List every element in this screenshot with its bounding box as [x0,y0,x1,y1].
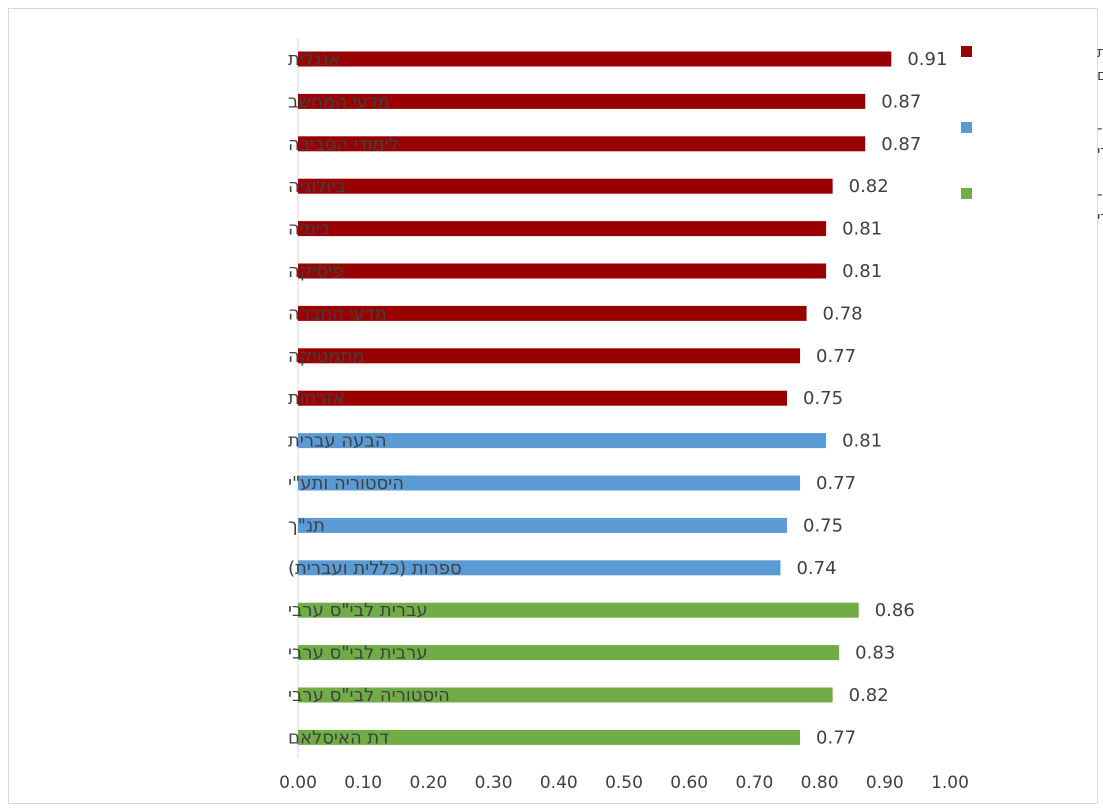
data-label: 0.87 [881,134,921,155]
bar [298,348,801,364]
data-label: 0.81 [842,431,882,452]
category-label: אנגלית [288,49,341,70]
bar [298,305,807,321]
legend-item: מקצועות משותפים [961,43,1103,84]
category-label: מדעי המחשב [288,91,390,112]
category-label: הבעה עברית [288,431,387,452]
x-tick-label: 0.00 [279,773,317,793]
x-tick-label: 0.20 [409,773,447,793]
x-tick-label: 0.60 [670,773,708,793]
category-label: ספרות (כללית ועברית) [288,558,462,579]
legend-swatch [961,122,972,133]
category-labels: אנגלית מדעי המחשב לימודי הסביבה ביולוגיה כימ… [288,49,462,748]
category-label: מדעי החברה [288,303,387,324]
category-label: כימיה [288,219,330,240]
x-tick-label: 0.40 [540,773,578,793]
legend-swatch [961,46,972,57]
x-tick-label: 0.50 [605,773,643,793]
legend-label: שפה לא יהודי [1097,208,1103,226]
data-label: 0.77 [816,346,856,367]
bar [298,645,840,661]
legend-item: מקצועות מגזר- שפה לא יהודי [961,185,1103,226]
category-label: פיסיקה [288,261,344,282]
bar [298,687,833,703]
legend-label: משותפים [1097,66,1103,84]
bar [298,560,781,576]
legend-label: שפה יהודי [1097,142,1103,160]
data-label: 0.91 [907,49,947,70]
legend: מקצועותמשותפיםמקצועות מגזר-שפה יהודימקצו… [961,43,1103,226]
x-tick-label: 0.10 [344,773,382,793]
category-label: היסטוריה ותע"י [288,473,404,494]
bar [298,475,801,491]
category-label: ביולוגיה [288,176,346,197]
x-tick-label: 0.90 [866,773,904,793]
data-label: 0.81 [842,219,882,240]
category-label: היסטוריה לבי"ס ערבי [288,685,450,706]
bar [298,602,859,618]
data-label: 0.78 [823,303,863,324]
bar [298,390,787,406]
category-label: דת האיסלאם [288,727,389,748]
category-label: תנ"ך [288,515,325,536]
bar [298,517,787,533]
data-label: 0.75 [803,388,843,409]
bar [298,51,892,67]
category-label: מתמטיקה [288,346,365,367]
data-label: 0.77 [816,727,856,748]
x-tick-label: 0.30 [475,773,513,793]
legend-item: מקצועות מגזר- שפה יהודי [961,119,1103,160]
legend-label: מקצועות [1097,43,1103,61]
legend-label: מקצועות מגזר- [1097,119,1103,137]
data-label: 0.82 [849,685,889,706]
x-axis: 0.00 0.10 0.20 0.30 0.40 0.50 0.60 0.70 0.80 0.90… [279,38,969,793]
data-label: 0.75 [803,515,843,536]
bar [298,729,801,745]
data-label: 0.74 [796,558,836,579]
data-label: 0.86 [875,600,915,621]
bar [298,136,866,152]
data-label: 0.82 [849,176,889,197]
category-label: לימודי הסביבה [288,134,399,155]
bar-series: 0.91 0.87 0.87 0.82 0.81 0.81 0.78 0.77 0.75 0.81… [298,49,947,748]
bar [298,263,827,279]
category-label: ערבית לבי"ס ערבי [288,643,428,664]
bar [298,178,833,194]
bar [298,433,827,449]
category-label: עברית לבי"ס ערבי [288,600,428,621]
data-label: 0.81 [842,261,882,282]
bar [298,221,827,237]
data-label: 0.87 [881,91,921,112]
x-tick-label: 1.00 [931,773,969,793]
x-tick-label: 0.70 [735,773,773,793]
x-tick-label: 0.80 [801,773,839,793]
bar [298,93,866,109]
legend-label: מקצועות מגזר- [1097,185,1103,203]
legend-swatch [961,188,972,199]
data-label: 0.77 [816,473,856,494]
category-label: אזרחות [288,388,345,409]
data-label: 0.83 [855,643,895,664]
